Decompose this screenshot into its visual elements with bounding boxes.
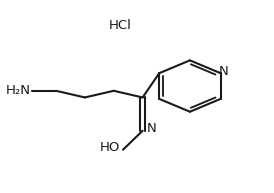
Text: HO: HO — [100, 141, 120, 154]
Text: N: N — [147, 122, 156, 135]
Text: N: N — [219, 65, 229, 78]
Text: H₂N: H₂N — [5, 84, 30, 97]
Text: HCl: HCl — [109, 19, 132, 32]
